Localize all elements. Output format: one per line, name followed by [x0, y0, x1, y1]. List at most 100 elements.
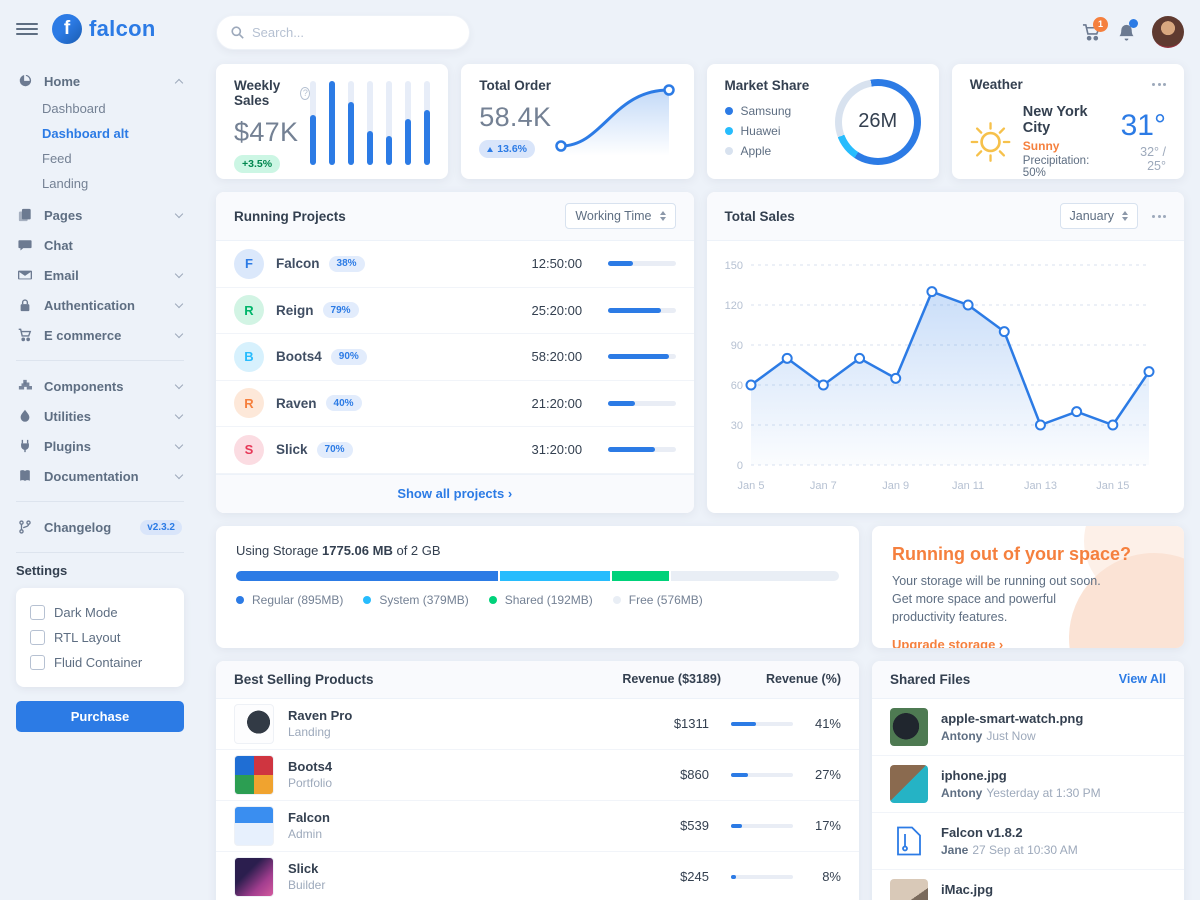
cart-button[interactable]: 1 — [1082, 16, 1108, 42]
project-time: 21:20:00 — [531, 395, 583, 411]
upgrade-storage-link[interactable]: Upgrade storage › — [892, 636, 1004, 648]
sidebar-item-home[interactable]: Home — [16, 66, 184, 96]
user-avatar[interactable] — [1152, 16, 1184, 48]
sidebar-item-plugins[interactable]: Plugins — [16, 431, 184, 461]
divider — [16, 552, 184, 553]
product-row-slick[interactable]: Slick Builder $245 8% — [216, 852, 859, 900]
svg-text:120: 120 — [724, 300, 742, 312]
sidebar-item-dashboard-alt[interactable]: Dashboard alt — [42, 126, 129, 141]
search-icon — [231, 25, 244, 39]
falcon-logo[interactable]: f falcon — [52, 14, 156, 44]
product-name: Falcon — [288, 810, 330, 825]
month-select[interactable]: January — [1059, 203, 1138, 229]
working-time-select[interactable]: Working Time — [565, 203, 676, 229]
file-meta: Antony Yesterday at 1:30 PM — [941, 786, 1101, 800]
help-icon[interactable]: ? — [300, 86, 311, 100]
revenue-pct-column-header: Revenue (%) — [765, 672, 841, 686]
legend-dot — [724, 127, 733, 135]
file-row-iphone-jpg[interactable]: iphone.jpg Antony Yesterday at 1:30 PM — [872, 754, 1184, 812]
sidebar-item-label: Plugins — [44, 438, 91, 454]
file-row-apple-smart-watch-png[interactable]: apple-smart-watch.png Antony Just Now — [872, 699, 1184, 755]
notifications-button[interactable] — [1117, 18, 1138, 42]
toggle-fluid-container[interactable]: Fluid Container — [30, 650, 170, 675]
file-row-falcon-v1-8-2[interactable]: Falcon v1.8.2 Jane 27 Sep at 10:30 AM — [872, 811, 1184, 869]
product-row-raven-pro[interactable]: Raven Pro Landing $1311 41% — [216, 699, 859, 750]
sidebar-item-email[interactable]: Email — [16, 260, 184, 290]
products-files-row: Best Selling Products Revenue ($3189) Re… — [216, 660, 1184, 900]
file-row-imac-jpg[interactable]: iMac.jpgRowen23 Sep at 6:10 PM — [872, 868, 1184, 900]
chevron-down-icon — [174, 299, 184, 308]
sidebar-item-pages[interactable]: Pages — [16, 200, 184, 230]
svg-text:150: 150 — [724, 260, 742, 272]
boots4-thumbnail — [234, 754, 274, 795]
menu-toggle-button[interactable] — [16, 16, 38, 42]
view-all-link[interactable]: View All — [1118, 672, 1166, 686]
product-progress-bar — [731, 721, 793, 726]
sidebar-item-chat[interactable]: Chat — [16, 230, 184, 260]
caret-up-icon — [487, 146, 494, 152]
upgrade-space-card: Running out of your space? Your storage … — [872, 525, 1184, 648]
topbar: 1 — [216, 10, 1184, 54]
product-names: Boots4 Portfolio — [288, 759, 629, 790]
weekly-sales-value: $47K — [234, 117, 299, 147]
checkbox-dark-mode[interactable] — [30, 605, 45, 620]
project-row-raven[interactable]: R Raven 40% 21:20:00 — [216, 381, 694, 427]
sidebar-item-dashboard[interactable]: Dashboard — [42, 101, 106, 116]
show-all-projects-link[interactable]: Show all projects › — [397, 485, 513, 501]
total-sales-card: Total Sales January 0 30 60 90 120 150 Jan 5 Ja… — [706, 192, 1184, 513]
file-name: Falcon v1.8.2 — [941, 824, 1023, 840]
book-icon — [18, 468, 34, 484]
project-row-reign[interactable]: R Reign 79% 25:20:00 — [216, 288, 694, 334]
checkbox-rtl-layout[interactable] — [30, 630, 45, 645]
toggle-rtl-layout[interactable]: RTL Layout — [30, 625, 170, 650]
storage-progress-bar — [236, 570, 840, 581]
storage-row: Using Storage 1775.06 MB of 2 GB Regular… — [216, 525, 1184, 648]
bar — [424, 81, 431, 165]
bar — [310, 81, 317, 165]
search-box[interactable] — [216, 14, 470, 50]
storage-segment-2 — [612, 570, 669, 581]
search-input[interactable] — [252, 24, 455, 40]
legend-label: Shared (192MB) — [504, 592, 593, 607]
project-percent-badge: 79% — [322, 302, 359, 319]
product-category: Portfolio — [288, 776, 333, 790]
sidebar-item-documentation[interactable]: Documentation — [16, 461, 184, 491]
project-row-slick[interactable]: S Slick 70% 31:20:00 — [216, 427, 694, 474]
project-row-boots4[interactable]: B Boots4 90% 58:20:00 — [216, 334, 694, 381]
sidebar-item-components[interactable]: Components — [16, 371, 184, 401]
sidebar-item-label: Documentation — [44, 468, 139, 484]
purchase-button[interactable]: Purchase — [16, 701, 184, 732]
project-row-falcon[interactable]: F Falcon 38% 12:50:00 — [216, 241, 694, 288]
legend-label: Regular (895MB) — [252, 592, 344, 607]
topbar-actions: 1 — [1082, 16, 1184, 48]
product-row-falcon[interactable]: Falcon Admin $539 17% — [216, 801, 859, 852]
toggle-dark-mode[interactable]: Dark Mode — [30, 600, 170, 625]
sidebar-item-utilities[interactable]: Utilities — [16, 401, 184, 431]
sidebar-item-feed[interactable]: Feed — [42, 151, 72, 166]
sidebar-item-authentication[interactable]: Authentication — [16, 290, 184, 320]
legend-dot — [724, 107, 733, 115]
file-author: Antony — [941, 728, 983, 743]
more-options-icon[interactable] — [1152, 211, 1166, 222]
checkbox-fluid-container[interactable] — [30, 655, 45, 670]
product-percent: 8% — [822, 869, 841, 884]
product-name: Slick — [288, 861, 319, 876]
product-revenue: $860 — [680, 767, 709, 782]
project-percent-badge: 40% — [325, 395, 362, 412]
weekly-sales-card: Weekly Sales ? $47K +3.5% — [216, 64, 449, 179]
project-progress-bar — [607, 447, 676, 453]
more-options-icon[interactable] — [1152, 79, 1166, 90]
file-list: apple-smart-watch.png Antony Just Now iphon… — [872, 699, 1184, 900]
project-avatar: B — [234, 341, 264, 372]
legend-item-samsung: Samsung — [724, 104, 810, 118]
sidebar-item-landing[interactable]: Landing — [42, 176, 89, 191]
sidebar-item-e-commerce[interactable]: E commerce — [16, 320, 184, 350]
project-time: 31:20:00 — [531, 442, 583, 458]
pie-chart-icon — [18, 73, 34, 89]
sidebar-item-label: Utilities — [44, 408, 91, 424]
product-row-boots4[interactable]: Boots4 Portfolio $860 27% — [216, 750, 859, 801]
product-names: Falcon Admin — [288, 810, 629, 841]
project-name: Falcon — [276, 256, 320, 272]
sidebar-item-changelog[interactable]: Changelog v2.3.2 — [16, 512, 184, 542]
total-order-badge: 13.6% — [479, 140, 536, 158]
